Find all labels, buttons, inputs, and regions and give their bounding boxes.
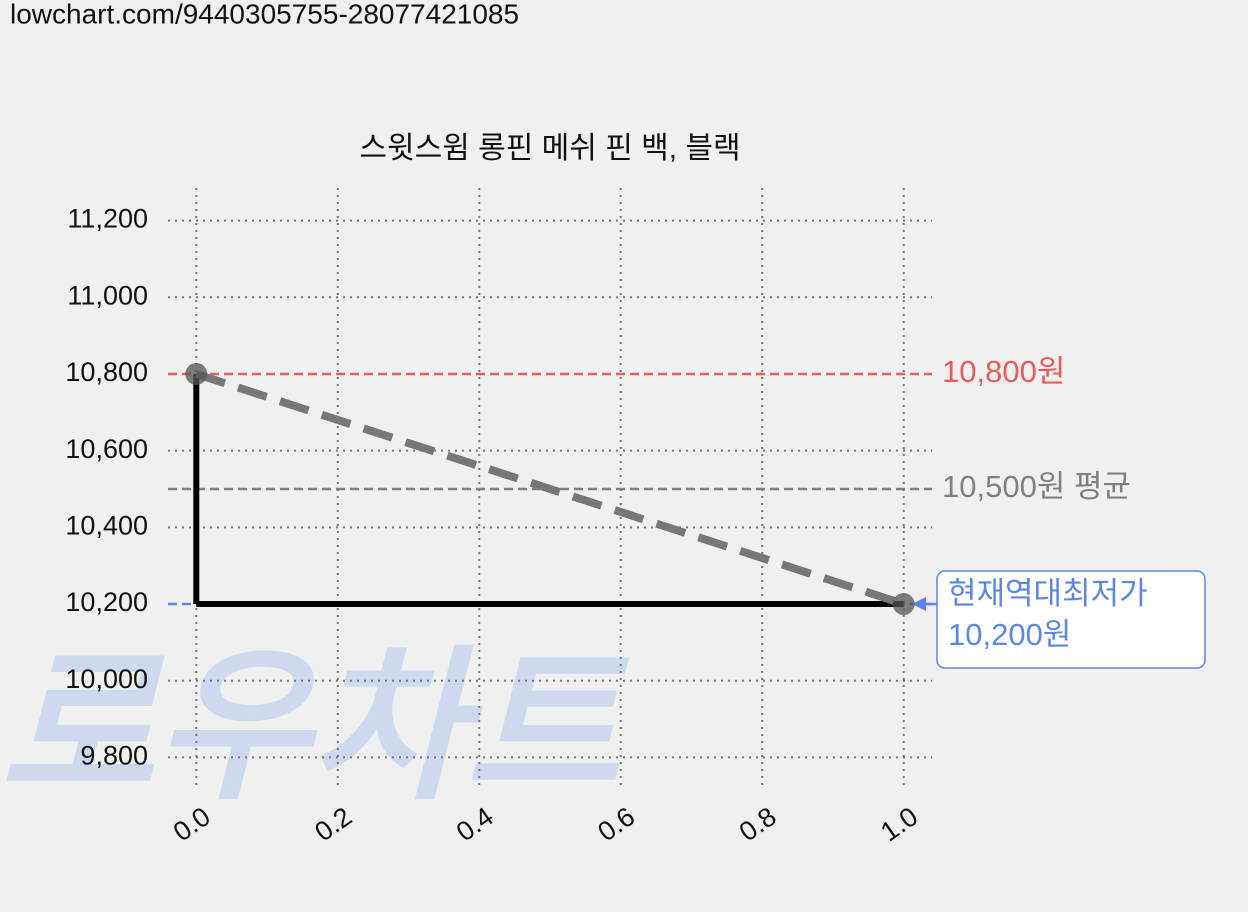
annotation-arrowhead [912,597,926,612]
point-marker [185,362,208,385]
annotation-box [936,570,1206,669]
annotation-label: 10,200원 [948,617,1071,652]
page-url: lowchart.com/9440305755-28077421085 [10,0,519,29]
annotation-note: 현재역대최저가 [948,576,1148,611]
y-tick-label: 10,800 [65,357,148,387]
y-tick-label: 10,000 [65,664,148,694]
watermark: 로우차트 [0,635,629,819]
reference-label: 10,800원 [942,354,1065,389]
y-tick-label: 10,400 [65,510,148,540]
chart-title: 스윗스윔 롱핀 메쉬 핀 백, 블랙 [359,132,740,165]
y-tick-label: 9,800 [80,741,148,771]
y-tick-label: 11,000 [67,280,148,310]
trend-line [195,370,905,608]
point-marker [892,593,915,616]
y-tick-label: 11,200 [67,204,148,234]
reference-label: 10,500원 평균 [942,469,1131,504]
y-tick-label: 10,200 [65,587,148,617]
y-tick-label: 10,600 [65,434,148,464]
